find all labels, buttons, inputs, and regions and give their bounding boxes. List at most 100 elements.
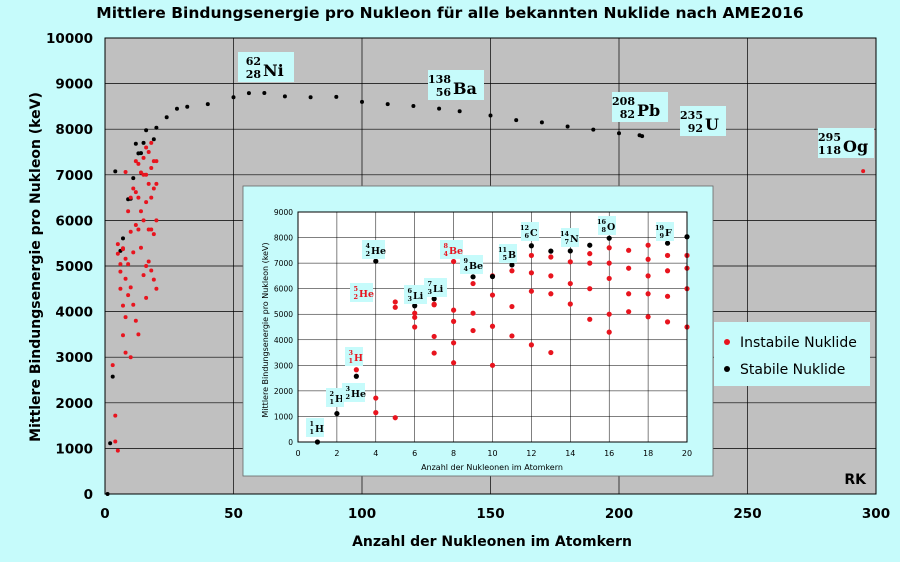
inset-unstable-point (548, 273, 554, 279)
unstable-nuclide-point (144, 295, 149, 300)
stable-nuclide-point (246, 91, 251, 96)
inset-unstable-point (606, 245, 612, 251)
inset-unstable-point (587, 260, 593, 266)
inset-y-tick-label: 6000 (274, 285, 293, 294)
unstable-nuclide-point (146, 259, 151, 264)
x-tick-label: 150 (476, 506, 504, 522)
unstable-nuclide-point (144, 172, 149, 177)
unstable-nuclide-point (115, 242, 120, 247)
inset-nuclide-charge-number: 2 (345, 393, 350, 401)
inset-stable-point (489, 273, 496, 280)
inset-unstable-point (587, 286, 593, 292)
inset-y-tick-label: 9000 (274, 208, 293, 217)
legend: Instabile Nuklide Stabile Nuklide (714, 322, 870, 386)
nuclide-charge-number: 56 (436, 86, 452, 99)
inset-nuclide-mass-number: 3 (348, 349, 353, 357)
inset-unstable-point (528, 270, 535, 276)
y-tick-label: 10000 (46, 31, 93, 47)
y-tick-label: 5000 (55, 259, 93, 275)
unstable-nuclide-point (128, 355, 133, 360)
unstable-nuclide-point (154, 159, 159, 164)
legend-marker-unstable (724, 339, 730, 345)
inset-nuclide-symbol: N (570, 234, 579, 245)
unstable-nuclide-point (113, 413, 118, 418)
inset-stable-point (334, 410, 340, 417)
unstable-nuclide-point (118, 286, 123, 291)
inset-nuclide-label-box (342, 383, 365, 402)
stable-nuclide-point (185, 104, 190, 109)
inset-unstable-point (645, 314, 651, 320)
nuclide-charge-number: 82 (620, 108, 635, 121)
inset-nuclide-charge-number: 5 (502, 254, 507, 262)
unstable-nuclide-point (115, 251, 120, 256)
inset-y-tick-label: 2000 (274, 387, 293, 396)
unstable-nuclide-point (151, 186, 156, 191)
unstable-nuclide-point (141, 155, 146, 160)
nuclide-mass-number: 62 (246, 55, 261, 68)
inset-x-tick-label: 2 (334, 449, 339, 458)
inset-stable-point (528, 243, 535, 249)
inset-x-tick-label: 14 (565, 449, 575, 458)
inset-unstable-point (412, 324, 418, 330)
stable-nuclide-point (133, 141, 138, 146)
stable-nuclide-point (360, 99, 364, 104)
unstable-nuclide-point (151, 277, 156, 282)
inset-unstable-point (353, 367, 359, 373)
inset-unstable-point (548, 349, 554, 356)
inset-stable-point (606, 235, 612, 241)
inset-x-tick-label: 10 (487, 449, 497, 458)
unstable-nuclide-point (131, 186, 136, 191)
y-axis-label: Mittlere Bindungsenergie pro Nukleon (ke… (28, 92, 44, 442)
stable-nuclide-point (385, 102, 390, 107)
inset-nuclide-label-box (598, 216, 616, 235)
inset-nuclide-symbol: Li (413, 291, 424, 302)
inset-nuclide-charge-number: 2 (353, 293, 358, 301)
inset-stable-point (470, 274, 476, 280)
stable-nuclide-point (514, 118, 519, 123)
unstable-nuclide-point (133, 222, 138, 227)
nuclide-label-box (238, 52, 294, 82)
inset-unstable-point (470, 327, 476, 334)
inset-nuclide-symbol: H (354, 353, 363, 364)
inset-unstable-point (645, 242, 651, 248)
inset-unstable-point (451, 318, 457, 324)
inset-x-tick-label: 4 (373, 449, 378, 458)
inset-unstable-point (412, 314, 418, 320)
nuclide-symbol: Ba (453, 79, 477, 98)
inset-nuclide-mass-number: 2 (329, 390, 334, 398)
inset-y-tick-label: 0 (288, 438, 293, 447)
inset-stable-point (353, 373, 359, 379)
inset-unstable-point (548, 254, 554, 260)
inset-nuclide-mass-number: 8 (443, 242, 448, 250)
inset-nuclide-symbol: He (359, 289, 374, 300)
inset-x-tick-label: 18 (643, 449, 653, 458)
unstable-nuclide-point (131, 302, 136, 307)
inset-nuclide-charge-number: 7 (564, 238, 569, 246)
inset-nuclide-charge-number: 1 (348, 357, 353, 365)
inset-unstable-point (548, 291, 554, 297)
inset-unstable-point (626, 291, 632, 297)
unstable-nuclide-point (149, 140, 154, 145)
inset-nuclide-label-box (306, 418, 324, 437)
inset-nuclide-charge-number: 3 (427, 288, 432, 296)
inset-nuclide-mass-number: 14 (560, 230, 570, 238)
unstable-nuclide-point (146, 150, 151, 154)
inset-nuclide-label-box (350, 283, 373, 302)
unstable-nuclide-point (136, 195, 141, 200)
unstable-nuclide-point (144, 264, 149, 268)
stable-nuclide-point (437, 106, 442, 111)
y-tick-label: 7000 (55, 168, 93, 184)
unstable-nuclide-point (133, 159, 138, 164)
unstable-nuclide-point (151, 232, 156, 237)
stable-nuclide-point (617, 131, 621, 136)
unstable-nuclide-point (131, 250, 136, 255)
inset-stable-point (431, 296, 437, 302)
inset-stable-point (412, 303, 418, 309)
inset-unstable-point (412, 310, 418, 316)
inset-unstable-point (509, 303, 515, 310)
inset-nuclide-symbol: C (530, 228, 538, 239)
inset-unstable-point (451, 360, 457, 366)
unstable-nuclide-point (123, 276, 128, 281)
inset-nuclide-charge-number: 2 (365, 250, 370, 258)
